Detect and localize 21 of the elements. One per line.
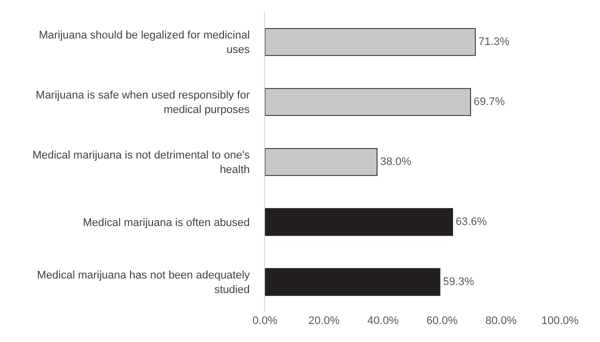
bar [265,88,472,116]
x-tick-label: 100.0% [541,315,579,327]
x-tick-label: 60.0% [426,315,458,327]
y-tick-label: Marijuana should be legalized for medicinal uses [38,30,250,56]
data-label: 59.3% [442,276,474,288]
bar [265,28,476,56]
data-label: 38.0% [380,156,412,168]
data-label: 71.3% [478,36,510,48]
x-tick-label: 20.0% [308,315,340,327]
bar [265,208,454,236]
x-tick-label: 40.0% [367,315,399,327]
y-tick-label: Medical marijuana is often abused [82,216,250,229]
y-tick-label: Medical marijuana is not detrimental to one's health [32,150,250,176]
x-tick-label: 80.0% [485,315,517,327]
data-label: 69.7% [474,96,506,108]
y-tick-label: Marijuana is safe when used responsibly for medical purposes [36,90,250,116]
bar [265,268,440,296]
data-label: 63.6% [456,216,488,228]
bar [265,148,378,176]
y-tick-label: Medical marijuana has not been adequately studied [36,270,250,296]
x-tick-label: 0.0% [252,315,278,327]
